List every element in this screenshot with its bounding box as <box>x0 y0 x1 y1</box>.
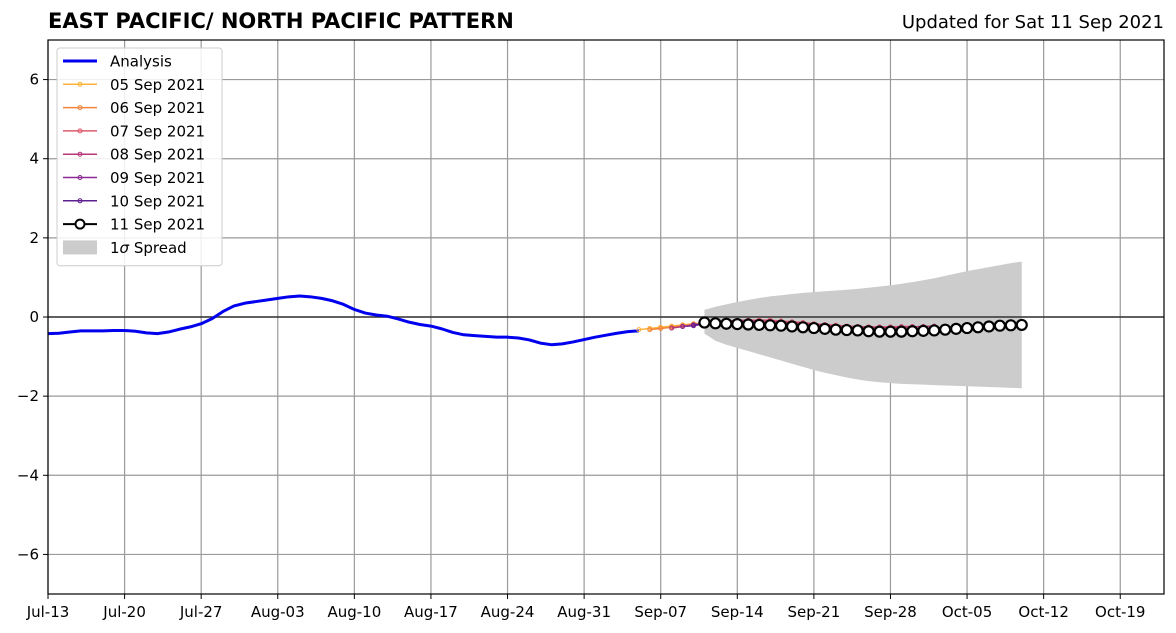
forecast-point <box>774 319 788 332</box>
forecast-point <box>862 325 875 338</box>
x-tick-label: Oct-19 <box>1095 603 1145 621</box>
forecast-point <box>764 319 777 332</box>
forecast-point <box>1015 318 1028 332</box>
series-7 <box>698 316 1028 338</box>
legend: Analysis 05 Sep 2021 06 Sep 2021 07 Sep 202… <box>56 47 223 267</box>
x-tick-label: Aug-24 <box>481 603 535 621</box>
analysis-line <box>47 294 639 347</box>
forecast-point <box>807 321 820 335</box>
x-tick-label: Sep-14 <box>711 603 764 621</box>
forecast-point <box>669 325 675 331</box>
legend-label: Analysis <box>110 53 172 71</box>
legend-label: 05 Sep 2021 <box>110 76 205 94</box>
legend-item-spread: 1σ Spread <box>63 239 187 257</box>
forecast-point <box>636 327 642 333</box>
legend-marker <box>77 198 83 204</box>
legend-item: 09 Sep 2021 <box>63 169 205 187</box>
x-tick-label: Aug-31 <box>557 603 611 621</box>
forecast-point <box>720 317 733 330</box>
legend-item: 07 Sep 2021 <box>63 122 205 140</box>
forecast-point <box>709 317 722 330</box>
y-tick-label: 6 <box>29 71 39 89</box>
plot-frame <box>47 39 1165 595</box>
forecast-point <box>796 321 810 334</box>
legend-item: Analysis <box>63 53 172 71</box>
chart-updated-date: Updated for Sat 11 Sep 2021 <box>901 12 1164 33</box>
legend-box <box>56 47 223 267</box>
forecast-point <box>884 325 897 338</box>
x-tick-label: Aug-10 <box>327 603 381 621</box>
legend-label: 1σ Spread <box>110 239 187 257</box>
x-tick-label: Aug-03 <box>251 603 305 621</box>
forecast-point <box>731 318 744 331</box>
forecast-point <box>906 325 919 338</box>
legend-label: 11 Sep 2021 <box>110 216 205 234</box>
forecast-point <box>982 320 996 333</box>
x-tick-label: Aug-17 <box>404 603 458 621</box>
x-tick-label: Jul-27 <box>179 603 223 621</box>
legend-marker <box>77 81 83 87</box>
forecast-point <box>829 323 842 336</box>
x-tick-label: Oct-12 <box>1018 603 1068 621</box>
forecast-point <box>840 323 853 337</box>
legend-item: 10 Sep 2021 <box>63 192 205 210</box>
x-tick-label: Sep-28 <box>864 603 917 621</box>
spread-layer <box>704 261 1022 389</box>
legend-swatch <box>63 240 97 255</box>
forecast-point <box>993 319 1006 332</box>
chart-title: EAST PACIFIC/ NORTH PACIFIC PATTERN <box>48 9 514 33</box>
y-tick-label: 2 <box>29 229 39 247</box>
legend-item: 11 Sep 2021 <box>63 216 205 234</box>
x-tick-label: Oct-05 <box>942 603 992 621</box>
forecast-point <box>950 322 963 335</box>
legend-label: 10 Sep 2021 <box>110 192 205 210</box>
y-tick-label: −4 <box>17 466 39 484</box>
legend-label: 07 Sep 2021 <box>110 122 205 140</box>
forecast-point <box>851 324 864 337</box>
forecast-point <box>742 318 755 331</box>
forecast-point <box>939 323 952 336</box>
legend-label: 08 Sep 2021 <box>110 146 205 164</box>
forecast-point <box>960 321 974 335</box>
forecast-point <box>818 322 831 335</box>
legend-label: 06 Sep 2021 <box>110 99 205 117</box>
legend-item: 08 Sep 2021 <box>63 146 205 164</box>
spread-band <box>704 261 1022 389</box>
forecast-point <box>691 322 697 328</box>
forecast-point <box>917 324 930 337</box>
legend-marker <box>77 105 83 111</box>
legend-marker <box>74 218 86 230</box>
series-layer <box>47 294 1028 347</box>
legend-item: 06 Sep 2021 <box>63 99 205 117</box>
forecast-point <box>1004 319 1017 332</box>
forecast-point <box>658 325 664 331</box>
legend-marker <box>77 128 83 134</box>
forecast-point <box>680 323 686 329</box>
forecast-point <box>895 325 908 338</box>
x-tick-label: Sep-21 <box>787 603 840 621</box>
forecast-point <box>785 320 799 333</box>
y-tick-label: 0 <box>29 308 39 326</box>
series-0 <box>47 294 639 347</box>
legend-marker <box>77 175 83 180</box>
axes-layer: Jul-13 Jul-20 Jul-27 Aug-03 Aug-10 Aug-17 Aug-… <box>17 39 1165 621</box>
legend-item: 05 Sep 2021 <box>63 76 205 94</box>
forecast-point <box>971 321 985 334</box>
forecast-point <box>698 316 711 329</box>
series-2 <box>647 320 707 333</box>
y-tick-label: −2 <box>17 387 39 405</box>
forecast-point <box>647 327 653 333</box>
forecast-point <box>753 318 766 332</box>
legend-label: 09 Sep 2021 <box>110 169 205 187</box>
x-tick-label: Sep-07 <box>634 603 687 621</box>
x-tick-label: Jul-20 <box>102 603 146 621</box>
forecast-point <box>873 325 886 338</box>
forecast-point <box>928 324 941 337</box>
y-tick-label: −6 <box>17 545 39 563</box>
x-tick-label: Jul-13 <box>26 603 70 621</box>
y-tick-label: 4 <box>29 150 39 168</box>
legend-marker <box>77 151 83 157</box>
